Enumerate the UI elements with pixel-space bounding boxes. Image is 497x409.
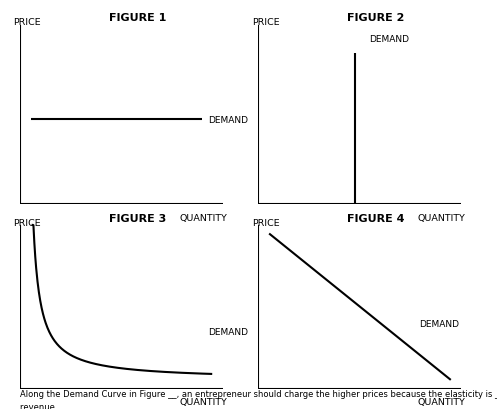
Text: DEMAND: DEMAND bbox=[208, 115, 248, 124]
Text: QUANTITY: QUANTITY bbox=[418, 214, 466, 223]
Text: FIGURE 1: FIGURE 1 bbox=[109, 13, 166, 22]
Text: PRICE: PRICE bbox=[252, 18, 280, 27]
Text: revenue__________ .: revenue__________ . bbox=[20, 402, 102, 409]
Text: DEMAND: DEMAND bbox=[370, 34, 410, 43]
Text: PRICE: PRICE bbox=[13, 218, 41, 227]
Text: PRICE: PRICE bbox=[252, 218, 280, 227]
Text: FIGURE 2: FIGURE 2 bbox=[347, 13, 405, 22]
Text: DEMAND: DEMAND bbox=[208, 327, 248, 336]
Text: FIGURE 4: FIGURE 4 bbox=[347, 213, 405, 223]
Text: DEMAND: DEMAND bbox=[418, 319, 459, 328]
Text: QUANTITY: QUANTITY bbox=[179, 214, 227, 223]
Text: FIGURE 3: FIGURE 3 bbox=[109, 213, 166, 223]
Text: Along the Demand Curve in Figure __, an entrepreneur should charge the higher pr: Along the Demand Curve in Figure __, an … bbox=[20, 389, 497, 398]
Text: PRICE: PRICE bbox=[13, 18, 41, 27]
Text: QUANTITY: QUANTITY bbox=[418, 397, 466, 406]
Text: QUANTITY: QUANTITY bbox=[179, 397, 227, 406]
